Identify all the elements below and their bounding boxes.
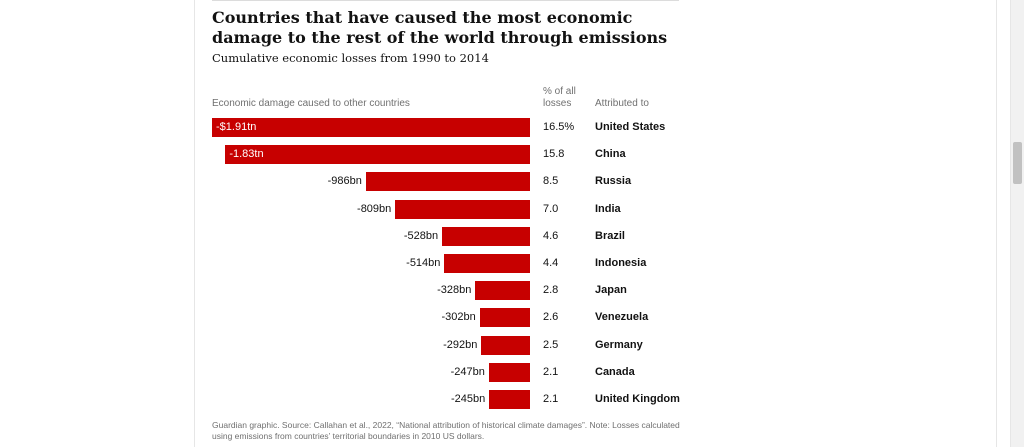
content-border-left [194,0,195,447]
pct-label: 2.6 [543,311,559,324]
chart-subtitle: Cumulative economic losses from 1990 to … [212,51,489,65]
bar-value-label: -247bn [450,365,485,378]
scrollbar-track[interactable] [1010,0,1024,447]
pct-column-header: % of all losses [543,86,576,109]
pct-label: 2.5 [543,338,559,351]
bar [395,199,530,219]
bar [212,118,530,137]
bar-value-label: -809bn [357,202,392,215]
country-label: Russia [595,175,632,188]
bar-value-label: -292bn [443,338,478,351]
bar [444,254,530,273]
bar-value-label: -986bn [327,175,362,188]
bars-column-header: Economic damage caused to other countrie… [212,98,410,109]
pct-label: 4.4 [543,257,559,269]
pct-label: 2.8 [543,284,559,297]
country-label: United Kingdom [595,393,680,405]
bar [475,281,530,301]
country-label: Germany [595,338,643,351]
country-label: Japan [595,284,627,297]
chart-footnote: Guardian graphic. Source: Callahan et al… [212,420,680,441]
pct-label: 15.8 [543,148,565,161]
country-label: India [595,202,621,215]
country-label: Indonesia [595,257,647,269]
content-border-right [996,0,997,447]
title-rule [212,0,679,1]
scrollbar-thumb[interactable] [1013,142,1022,184]
bar [365,172,530,192]
country-column-header: Attributed to [595,98,649,109]
bar [481,335,530,355]
country-label: United States [595,121,666,133]
pct-label: 16.5% [543,121,575,133]
chart-title: Countries that have caused the most econ… [212,8,668,47]
pct-label: 2.1 [543,393,559,405]
bar [479,308,530,328]
bar-value-label: -302bn [441,311,476,324]
country-label: China [595,148,626,161]
bar-value-label: -$1.91tn [216,121,257,133]
pct-label: 8.5 [543,175,559,188]
bar-value-label: -328bn [437,284,472,297]
pct-label: 4.6 [543,229,559,242]
country-label: Venezuela [595,311,649,324]
bar [442,226,530,246]
pct-label: 2.1 [543,365,559,378]
bar [488,362,530,382]
pct-label: 7.0 [543,202,559,215]
bar [489,390,530,409]
country-label: Brazil [595,229,625,242]
bar-value-label: -1.83tn [229,148,264,161]
bar-value-label: -245bn [450,393,486,405]
bar-value-label: -528bn [403,229,439,242]
country-label: Canada [595,365,635,378]
bar [225,145,530,165]
bar-value-label: -514bn [406,257,441,269]
